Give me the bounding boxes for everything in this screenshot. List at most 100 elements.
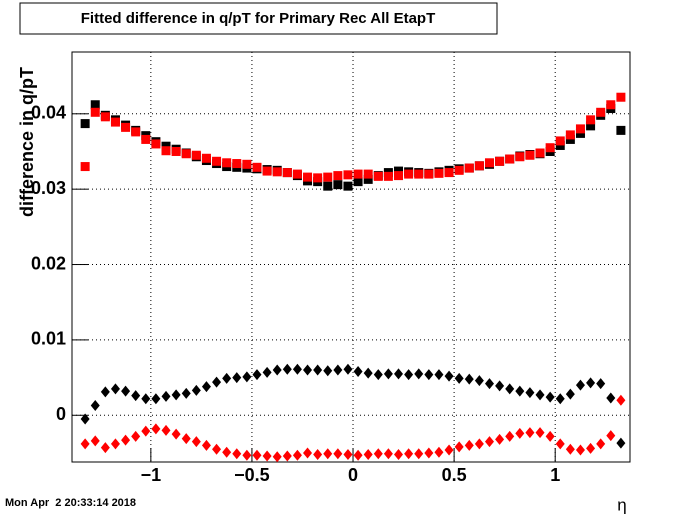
diamond-point — [191, 436, 201, 448]
square-point — [404, 169, 414, 179]
diamond-point — [201, 439, 211, 451]
diamond-point — [131, 430, 141, 442]
square-point — [232, 159, 242, 169]
title-box — [19, 2, 498, 35]
diamond-point — [282, 450, 292, 462]
diamond-point — [262, 450, 272, 462]
x-tick-label: −1 — [141, 465, 162, 485]
square-point — [151, 139, 161, 149]
diamond-point — [505, 383, 515, 395]
diamond-point — [434, 446, 444, 458]
diamond-point — [272, 364, 282, 376]
square-point — [565, 130, 575, 140]
square-point — [131, 127, 141, 137]
diamond-point — [454, 372, 464, 384]
diamond-point — [303, 364, 313, 376]
diamond-point — [525, 387, 535, 399]
diamond-point — [535, 389, 545, 401]
square-point — [171, 146, 181, 156]
diamond-point — [333, 448, 343, 460]
square-point — [262, 166, 272, 176]
diamond-point — [343, 448, 353, 460]
diamond-point — [424, 369, 434, 381]
diamond-point — [565, 443, 575, 455]
diamond-point — [201, 381, 211, 393]
diamond-point — [606, 430, 616, 442]
square-point — [586, 121, 596, 131]
diamond-point — [474, 438, 484, 450]
diamond-point — [596, 438, 606, 450]
y-axis-label: difference in q/pT — [17, 67, 37, 217]
y-tick-label: 0.01 — [31, 329, 66, 349]
diamond-point — [343, 363, 353, 375]
diamond-point — [545, 430, 555, 442]
x-axis-label: η — [617, 495, 626, 514]
square-point — [333, 180, 343, 190]
diamond-point — [525, 427, 535, 439]
diamond-point — [323, 365, 333, 377]
diamond-point — [353, 366, 363, 378]
x-tick-label: 0.5 — [442, 465, 467, 485]
footer: Mon Apr 2 20:33:14 2018 — [5, 497, 136, 509]
square-point — [282, 168, 292, 178]
diamond-point — [484, 378, 494, 390]
square-point — [181, 149, 191, 159]
square-point — [394, 166, 404, 176]
diamond-point — [575, 379, 585, 391]
x-tick-label: 1 — [550, 465, 560, 485]
square-point — [292, 169, 302, 179]
diamond-point — [444, 444, 454, 456]
diamond-point — [151, 423, 161, 435]
square-point — [555, 136, 565, 146]
diamond-point — [616, 394, 626, 406]
diamond-point — [616, 437, 626, 449]
diamond-point — [232, 372, 242, 384]
diamond-point — [141, 425, 151, 437]
square-point — [363, 174, 373, 184]
diamond-point — [242, 449, 252, 461]
diamond-point — [373, 369, 383, 381]
diamond-point — [141, 393, 151, 405]
diamond-point — [394, 448, 404, 460]
diamond-point — [181, 387, 191, 399]
square-point — [383, 171, 393, 181]
square-point — [161, 141, 171, 151]
diamond-point — [242, 371, 252, 383]
diamond-point — [212, 376, 222, 388]
diamond-point — [495, 380, 505, 392]
diamond-point — [110, 383, 120, 395]
diamond-point — [383, 448, 393, 460]
diamond-point — [353, 449, 363, 461]
diamond-point — [222, 372, 232, 384]
square-point — [252, 162, 262, 172]
diamond-point — [161, 424, 171, 436]
diamond-point — [131, 390, 141, 402]
diamond-point — [100, 442, 110, 454]
square-point — [313, 173, 323, 183]
diamond-point — [333, 364, 343, 376]
diamond-point — [373, 448, 383, 460]
square-point — [100, 112, 110, 122]
diamond-point — [100, 386, 110, 398]
diamond-point — [464, 439, 474, 451]
diamond-point — [80, 438, 90, 450]
x-tick-label: 0 — [348, 465, 358, 485]
diamond-point — [313, 364, 323, 376]
square-point — [323, 181, 333, 191]
square-point — [495, 156, 505, 166]
diamond-point — [272, 451, 282, 463]
square-point — [606, 100, 616, 110]
square-point — [90, 100, 100, 110]
square-point — [484, 158, 494, 168]
diamond-point — [282, 363, 292, 375]
square-point — [303, 172, 313, 182]
diamond-point — [575, 444, 585, 456]
diamond-point — [555, 438, 565, 450]
x-tick-label: −0.5 — [234, 465, 270, 485]
square-point — [464, 163, 474, 173]
y-tick-label: 0.04 — [31, 103, 66, 123]
diamond-point — [232, 448, 242, 460]
